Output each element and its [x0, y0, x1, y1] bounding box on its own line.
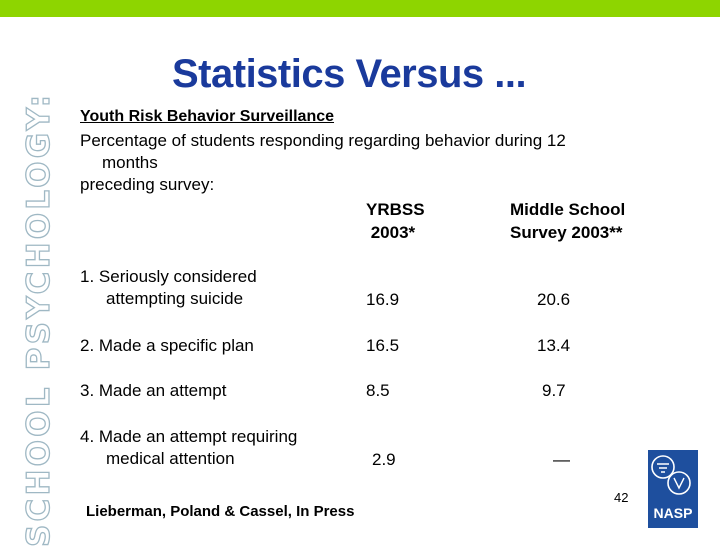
table-row-label: 4. Made an attempt requiring medical att…: [80, 426, 297, 470]
table-cell-middle: 20.6: [537, 290, 571, 309]
intro-line-2: months: [102, 153, 158, 172]
table-cell-middle: 13.4: [537, 336, 571, 355]
table-row-label: 3. Made an attempt: [80, 380, 226, 402]
side-banner: SCHOOL PSYCHOLOGY:: [0, 17, 58, 547]
column-header-yrbss: YRBSS 2003*: [366, 198, 425, 244]
side-banner-text: SCHOOL PSYCHOLOGY:: [20, 91, 57, 547]
table-cell-yrbss: 16.5: [366, 336, 400, 355]
table-cell-middle: —: [553, 450, 570, 469]
table-cell-yrbss: 2.9: [372, 450, 396, 469]
top-accent-bar: [0, 0, 720, 17]
intro-line-3: preceding survey:: [80, 175, 215, 194]
slide-title: Statistics Versus ...: [172, 52, 527, 96]
nasp-logo: NASP: [648, 450, 698, 528]
table-cell-yrbss: 16.9: [366, 290, 400, 309]
table-cell-yrbss: 8.5: [366, 381, 390, 400]
row-label-line: medical attention: [106, 449, 235, 468]
row-label-line: 4. Made an attempt requiring: [80, 427, 298, 446]
row-label-line: 3. Made an attempt: [80, 381, 227, 400]
citation: Lieberman, Poland & Cassel, In Press: [86, 503, 355, 520]
table-cell-middle: 9.7: [542, 381, 566, 400]
table-row-label: 1. Seriously considered attempting suici…: [80, 266, 257, 310]
column-header-line: Middle School: [510, 200, 626, 219]
row-label-line: attempting suicide: [106, 289, 244, 308]
column-header-line: Survey 2003**: [510, 223, 623, 242]
column-header-line: YRBSS: [366, 200, 425, 219]
nasp-logo-emblem-icon: NASP: [651, 455, 693, 521]
table-row-label: 2. Made a specific plan: [80, 335, 254, 357]
row-label-line: 1. Seriously considered: [80, 267, 257, 286]
column-header-middle-school: Middle School Survey 2003**: [510, 198, 625, 244]
column-header-line: 2003*: [366, 223, 416, 242]
survey-name: Youth Risk Behavior Surveillance: [80, 108, 335, 125]
intro-text: Percentage of students responding regard…: [80, 130, 566, 196]
intro-line-1: Percentage of students responding regard…: [80, 131, 566, 150]
nasp-logo-text: NASP: [654, 505, 693, 521]
row-label-line: 2. Made a specific plan: [80, 336, 254, 355]
page-number: 42: [614, 490, 629, 505]
